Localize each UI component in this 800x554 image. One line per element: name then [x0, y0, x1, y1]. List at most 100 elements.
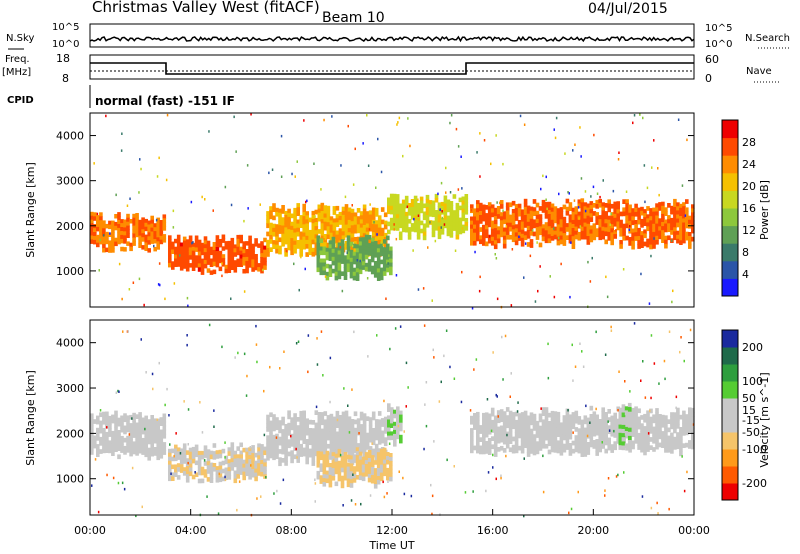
data-cell [332, 433, 337, 438]
data-cell [230, 442, 235, 447]
data-cell [583, 226, 588, 232]
data-cell [565, 416, 570, 422]
data-cell [470, 216, 474, 222]
data-cell [559, 442, 564, 448]
data-cell [293, 442, 297, 447]
data-cell [535, 231, 540, 236]
data-cell [293, 425, 297, 431]
data-cell [413, 195, 418, 201]
data-cell [434, 214, 439, 219]
data-cell [215, 235, 220, 240]
data-cell [520, 221, 525, 227]
data-cell [221, 254, 226, 259]
scatter-point [224, 185, 227, 189]
data-cell [380, 207, 385, 212]
data-cell [316, 447, 321, 452]
data-cell [334, 275, 339, 281]
data-cell [401, 199, 406, 205]
data-cell [627, 440, 632, 445]
data-cell [437, 218, 442, 223]
data-cell [144, 444, 148, 449]
data-cell [493, 211, 498, 217]
data-cell [230, 241, 235, 247]
data-cell [284, 215, 288, 220]
scatter-point [275, 436, 278, 439]
data-cell [215, 262, 220, 268]
data-cell [535, 210, 540, 216]
data-cell [347, 228, 352, 233]
scatter-point [511, 248, 514, 251]
data-cell [344, 208, 349, 213]
data-cell [350, 245, 355, 251]
data-cell [278, 225, 282, 230]
data-cell [248, 451, 252, 456]
data-cell [589, 201, 594, 206]
data-cell [667, 427, 671, 433]
data-cell [96, 242, 100, 248]
data-cell [589, 205, 594, 210]
scatter-point [469, 409, 472, 412]
data-cell [209, 478, 214, 483]
data-cell [395, 198, 400, 203]
data-cell [389, 201, 394, 207]
data-cell [389, 258, 393, 264]
data-cell [344, 228, 349, 234]
scatter-point [342, 504, 344, 507]
data-cell [679, 203, 683, 209]
data-cell [646, 414, 650, 420]
data-cell [407, 231, 412, 236]
data-cell [613, 416, 617, 422]
data-cell [373, 460, 378, 465]
data-cell [449, 205, 454, 210]
data-cell [568, 434, 573, 440]
scatter-point [446, 458, 448, 462]
scatter-point [573, 199, 576, 202]
data-cell [341, 210, 346, 216]
data-cell [150, 423, 154, 428]
data-cell [260, 261, 264, 266]
data-cell [479, 437, 483, 442]
data-cell [293, 244, 297, 250]
data-cell [176, 451, 181, 456]
data-cell [487, 442, 492, 447]
scatter-point [290, 434, 292, 438]
data-cell [150, 451, 154, 457]
data-cell [290, 242, 294, 247]
data-cell [123, 417, 127, 423]
data-cell [622, 418, 626, 423]
data-cell [326, 423, 331, 428]
data-cell [221, 238, 226, 243]
colorbar-swatch [722, 260, 738, 279]
data-cell [174, 246, 178, 252]
data-cell [174, 464, 178, 469]
data-cell [652, 227, 656, 233]
data-cell [353, 432, 358, 437]
data-cell [305, 244, 309, 249]
data-cell [349, 467, 354, 472]
scatter-point [443, 223, 446, 226]
data-cell [200, 250, 205, 256]
data-cell [661, 226, 665, 231]
data-cell [667, 435, 671, 441]
scatter-point [425, 381, 428, 384]
data-cell [643, 213, 647, 218]
data-cell [328, 240, 333, 245]
data-cell [386, 247, 390, 253]
data-cell [613, 209, 617, 215]
scatter-point [280, 175, 283, 178]
data-cell [553, 431, 558, 437]
data-cell [329, 228, 334, 234]
data-cell [523, 202, 528, 208]
data-cell [482, 208, 486, 214]
scatter-point [209, 450, 211, 453]
data-cell [305, 455, 309, 461]
data-cell [634, 203, 638, 209]
data-cell [317, 216, 322, 222]
data-cell [511, 436, 516, 442]
data-cell [296, 450, 300, 455]
data-cell [316, 455, 321, 460]
data-cell [284, 239, 288, 245]
data-cell [559, 215, 564, 220]
data-cell [482, 241, 486, 246]
scatter-point [536, 234, 538, 238]
